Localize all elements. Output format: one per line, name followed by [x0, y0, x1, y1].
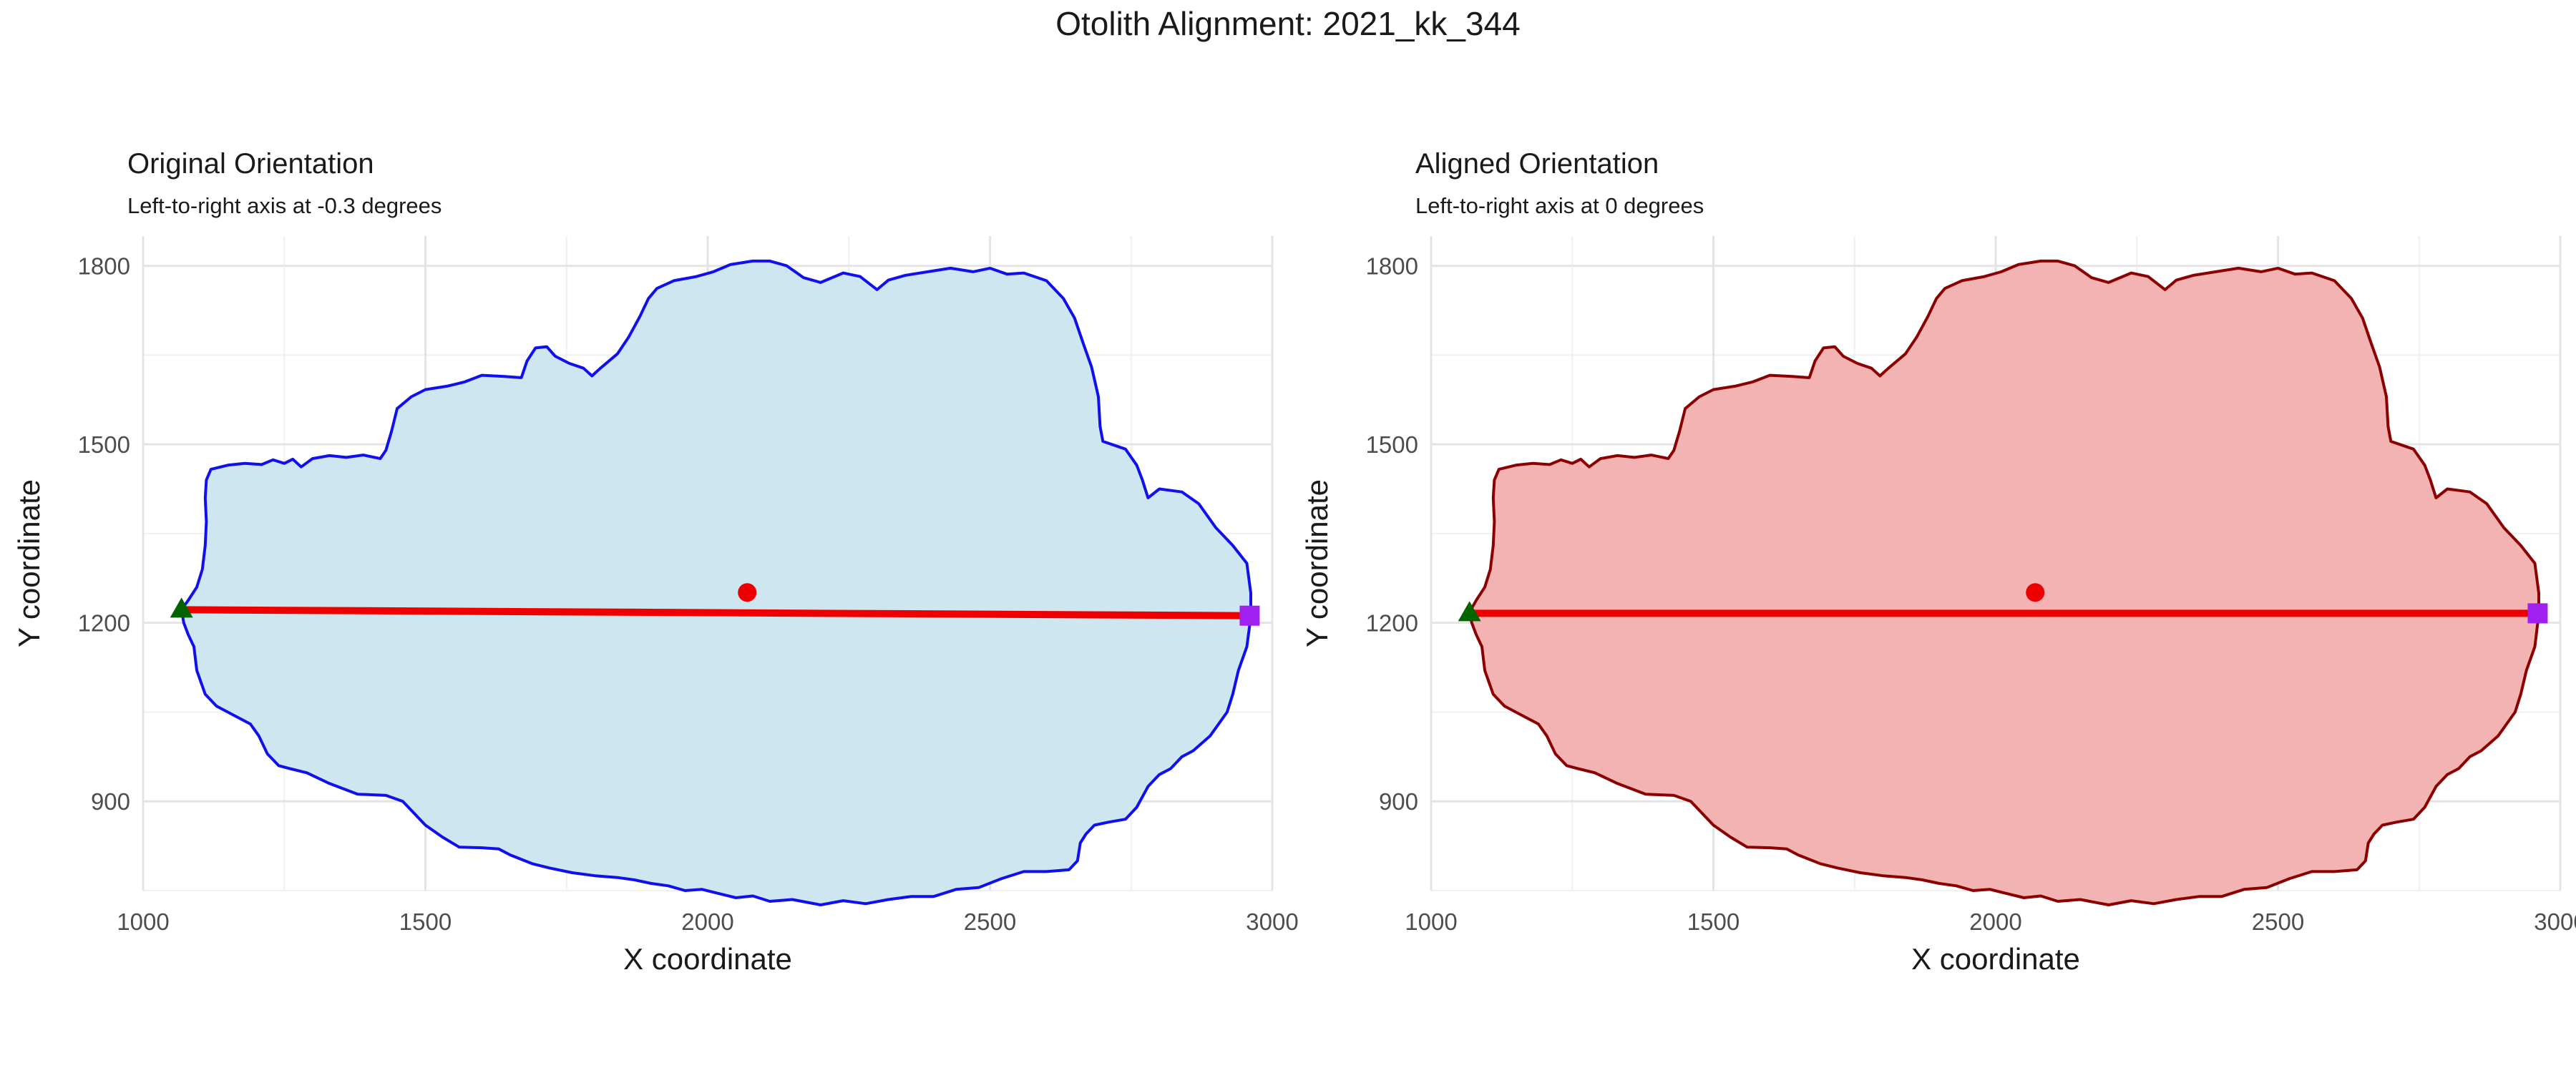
x-tick-label: 1000	[117, 908, 169, 935]
x-tick-label: 2500	[2252, 908, 2304, 935]
axis-line	[181, 606, 1250, 619]
x-tick-label: 3000	[1246, 908, 1298, 935]
panel-title: Original Orientation	[127, 148, 374, 180]
panel-title: Aligned Orientation	[1415, 148, 1659, 180]
x-tick-label: 2500	[964, 908, 1016, 935]
start-point-triangle	[1458, 601, 1481, 622]
y-tick-label: 1800	[78, 253, 130, 280]
y-tick-label: 1200	[1366, 610, 1418, 637]
centroid-point	[738, 583, 757, 602]
x-tick-label: 3000	[2534, 908, 2576, 935]
end-point-square	[2527, 603, 2548, 624]
end-point-square	[1239, 605, 1260, 626]
centroid-point	[2026, 583, 2045, 602]
panel-subtitle: Left-to-right axis at 0 degrees	[1415, 193, 1704, 218]
x-tick-label: 2000	[681, 908, 733, 935]
x-axis-title: X coordinate	[623, 942, 792, 976]
x-axis-title: X coordinate	[1911, 942, 2080, 976]
y-tick-label: 1500	[1366, 431, 1418, 458]
chart-panel-right: 1000 1500 2000 2500 3000 900 1200 1500 1800 X coo…	[1300, 148, 2576, 976]
x-tick-label: 1000	[1405, 908, 1457, 935]
y-tick-label: 1800	[1366, 253, 1418, 280]
chart-panel-left: 1000 1500 2000 2500 3000 900 1200 1500 1800 X coo…	[12, 148, 1299, 976]
x-tick-label: 1500	[1687, 908, 1740, 935]
x-tick-label: 1500	[399, 908, 452, 935]
figure-title: Otolith Alignment: 2021_kk_344	[1055, 5, 1521, 42]
y-tick-label: 1500	[78, 431, 130, 458]
y-tick-label: 900	[91, 788, 130, 815]
y-axis-title: Y coordinate	[1300, 479, 1334, 647]
start-point-triangle	[170, 597, 193, 618]
otolith-outline	[1468, 259, 2540, 906]
panel-subtitle: Left-to-right axis at -0.3 degrees	[127, 193, 441, 218]
y-tick-label: 1200	[78, 610, 130, 637]
y-tick-label: 900	[1379, 788, 1418, 815]
x-tick-label: 2000	[1969, 908, 2021, 935]
otolith-outline	[180, 259, 1252, 906]
y-axis-title: Y coordinate	[12, 479, 46, 647]
